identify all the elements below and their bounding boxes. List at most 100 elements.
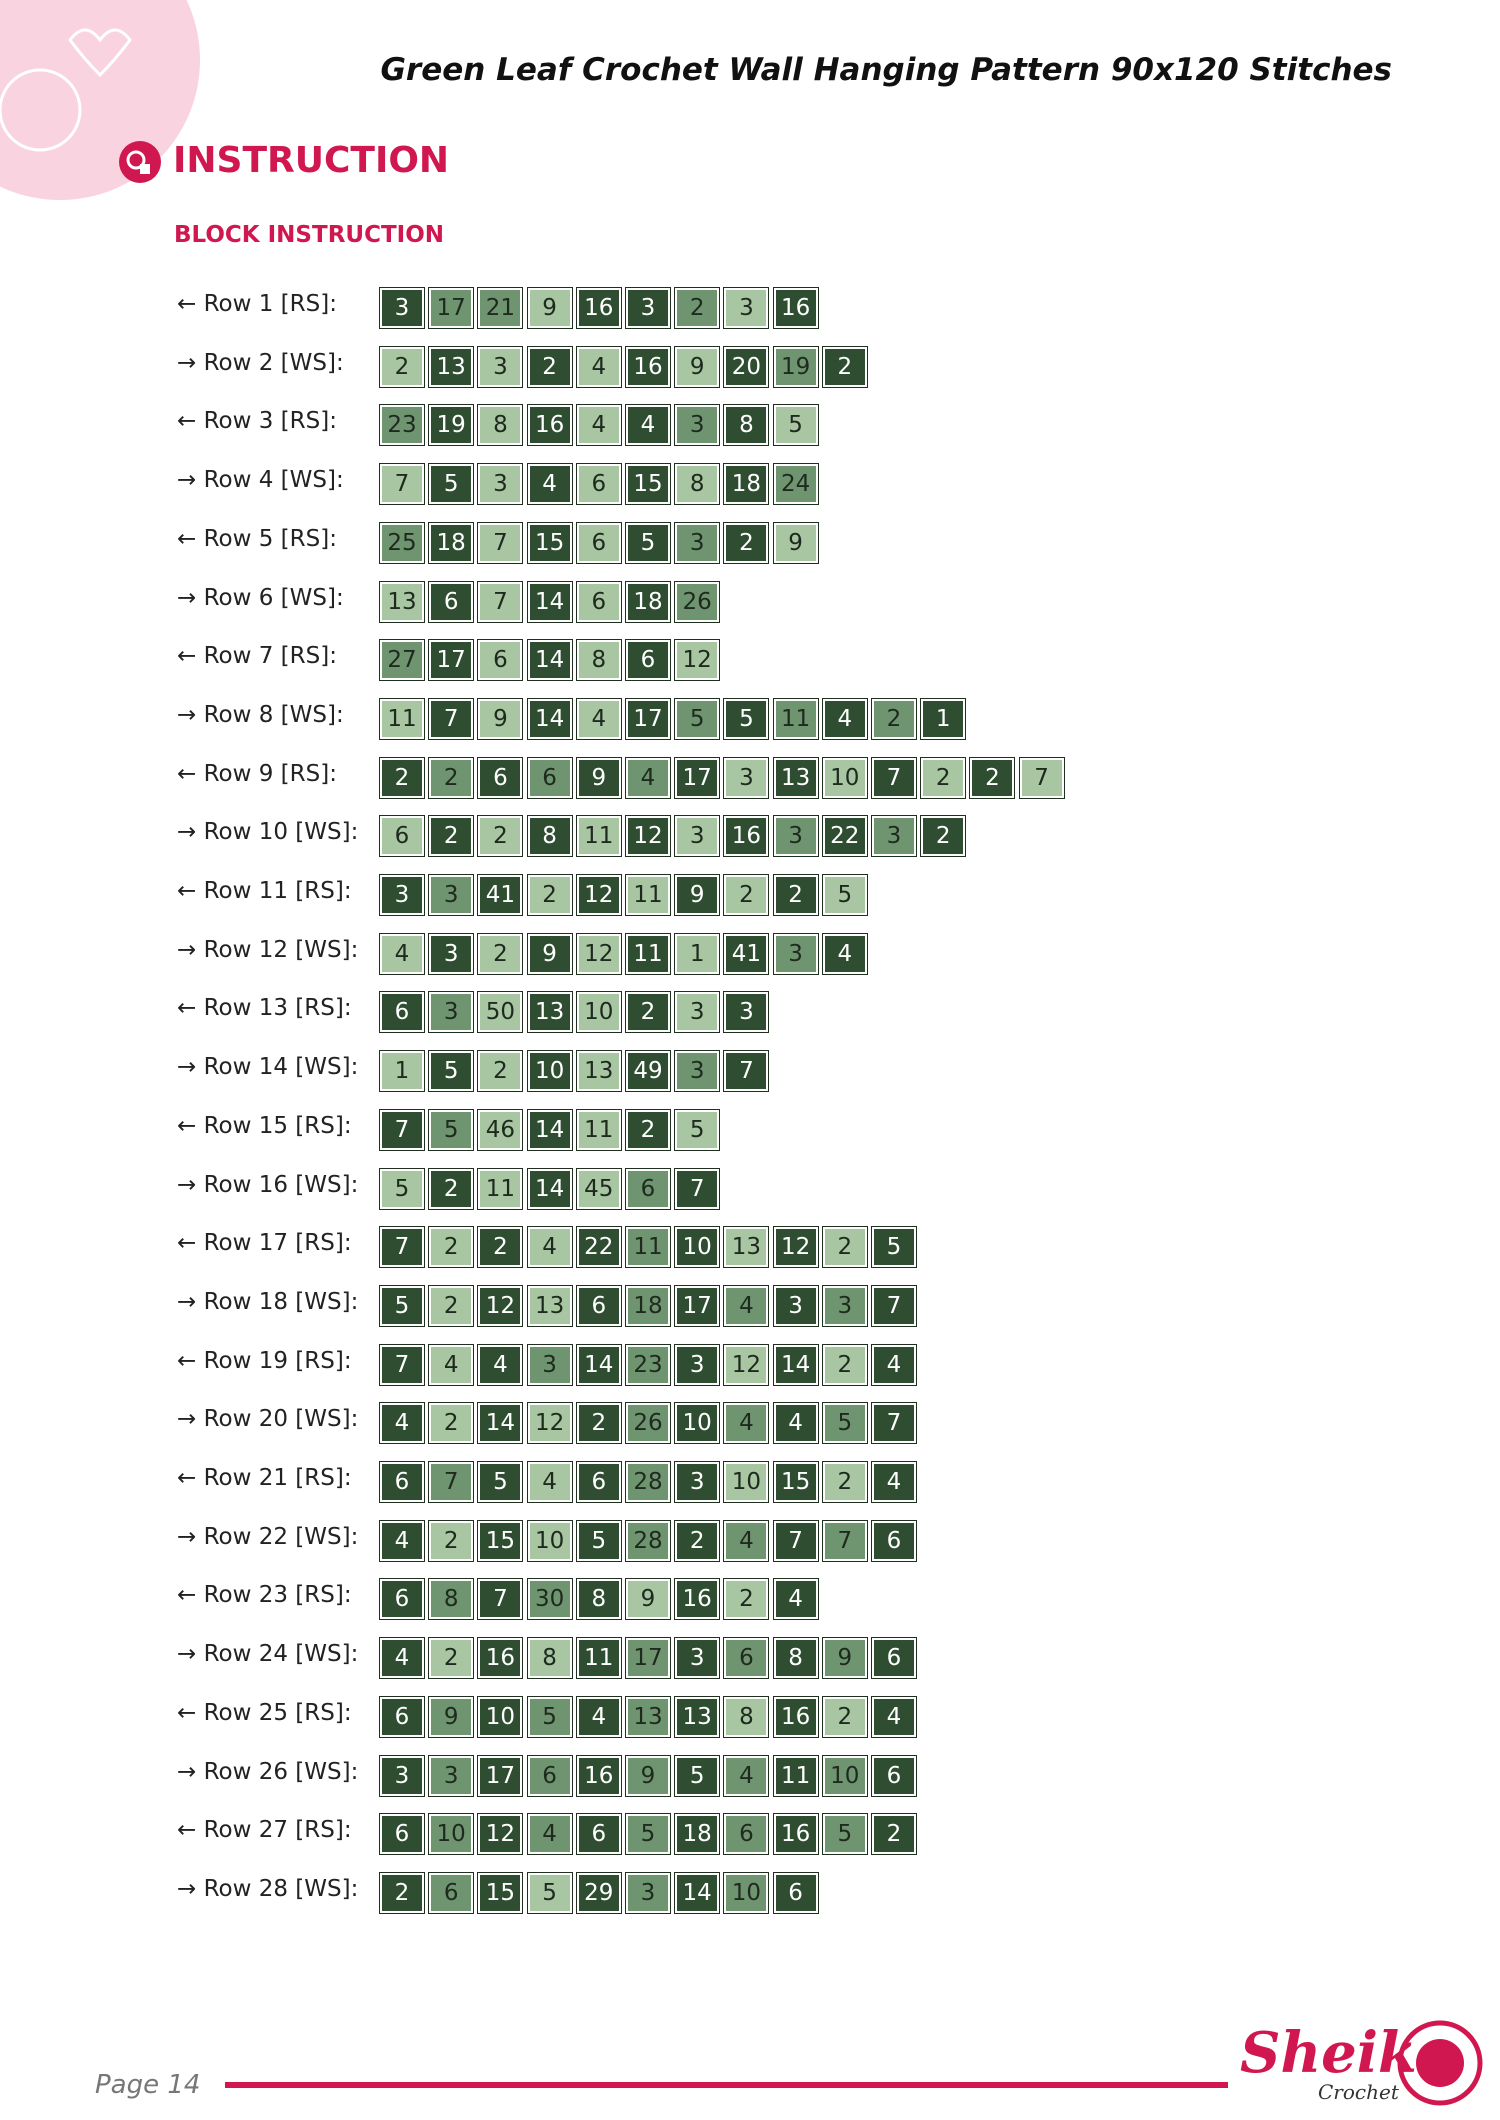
stitch-cell: 6 (379, 1578, 425, 1621)
stitch-cell: 4 (575, 404, 622, 447)
stitch-cell: 28 (625, 1461, 671, 1503)
stitch-cell: 16 (625, 345, 671, 388)
stitch-cell: 2 (428, 1226, 475, 1269)
stitch-cell: 2 (723, 874, 770, 916)
stitch-cell: 2 (821, 1695, 868, 1738)
stitch-cell: 7 (871, 1402, 917, 1445)
stitch-cell: 6 (428, 1871, 475, 1914)
stitch-cell: 6 (526, 1754, 573, 1797)
stitch-cell: 11 (379, 697, 425, 740)
footer-rule (225, 2082, 1228, 2088)
row-label: ← Row 3 [RS]: (177, 408, 337, 435)
stitch-cell: 3 (428, 991, 475, 1034)
stitch-cell: 6 (575, 1284, 622, 1327)
stitch-cell: 15 (526, 521, 573, 564)
stitch-cell: 12 (674, 639, 721, 682)
stitch-cell: 14 (575, 1343, 622, 1386)
stitch-cell: 5 (428, 463, 475, 506)
stitch-cell: 4 (625, 756, 671, 799)
stitch-cell: 9 (575, 756, 622, 799)
stitch-cell: 11 (575, 1637, 622, 1680)
stitch-cell: 10 (821, 756, 868, 799)
stitch-cell: 12 (477, 1813, 524, 1856)
stitch-cell: 3 (379, 1754, 425, 1797)
stitch-cell: 4 (379, 1519, 425, 1562)
stitch-cell: 1 (674, 932, 721, 975)
stitch-cell: 11 (477, 1167, 524, 1210)
stitch-cell: 12 (625, 815, 671, 858)
stitch-cell: 6 (526, 756, 573, 799)
stitch-cell: 5 (379, 1284, 425, 1327)
stitch-cell: 6 (723, 1637, 770, 1680)
stitch-cell: 13 (625, 1695, 671, 1738)
stitch-cell: 4 (821, 697, 868, 740)
row-label: → Row 18 [WS]: (177, 1288, 359, 1315)
stitch-cell: 7 (477, 580, 524, 623)
stitch-cell: 12 (723, 1343, 770, 1386)
stitch-cell: 6 (625, 1167, 671, 1210)
stitch-cell: 5 (379, 1167, 425, 1210)
stitch-cell: 14 (526, 1167, 573, 1210)
stitch-cell: 30 (526, 1578, 573, 1621)
page-number: Page 14 (95, 2070, 201, 2100)
stitch-cell: 13 (674, 1695, 721, 1738)
stitch-cell: 2 (428, 1519, 475, 1562)
stitch-cell: 2 (575, 1402, 622, 1445)
stitch-cell: 2 (477, 815, 524, 858)
stitch-cell: 3 (477, 463, 524, 506)
section-subtitle: BLOCK INSTRUCTION (174, 222, 445, 248)
section-title: INSTRUCTION (173, 140, 450, 181)
stitch-cell: 16 (723, 815, 770, 858)
stitch-cell: 5 (723, 697, 770, 740)
stitch-cell: 7 (428, 1461, 475, 1503)
stitch-cell: 14 (772, 1343, 819, 1386)
stitch-cell: 16 (674, 1578, 721, 1621)
stitch-cell: 3 (723, 287, 770, 329)
stitch-cell: 6 (871, 1754, 917, 1797)
row-label: ← Row 15 [RS]: (177, 1112, 352, 1139)
row-label: → Row 6 [WS]: (177, 584, 344, 611)
logo-mark (1397, 2020, 1483, 2106)
stitch-cell: 2 (379, 1871, 425, 1914)
stitch-cell: 17 (428, 287, 475, 329)
stitch-cell: 10 (575, 991, 622, 1034)
stitch-cell: 15 (477, 1871, 524, 1914)
stitch-cell: 26 (625, 1402, 671, 1445)
stitch-cell: 2 (428, 815, 475, 858)
stitch-cell: 4 (526, 1813, 573, 1856)
stitch-cell: 41 (723, 932, 770, 975)
stitch-cell: 6 (477, 639, 524, 682)
stitch-cell: 7 (772, 1519, 819, 1562)
stitch-cell: 11 (772, 1754, 819, 1797)
row-label: → Row 4 [WS]: (177, 467, 344, 494)
stitch-cell: 3 (674, 991, 721, 1034)
stitch-cell: 7 (674, 1167, 721, 1210)
stitch-cell: 2 (821, 345, 868, 388)
stitch-cell: 9 (526, 932, 573, 975)
stitch-cell: 10 (821, 1754, 868, 1797)
stitch-cell: 4 (772, 1402, 819, 1445)
stitch-cell: 2 (625, 991, 671, 1034)
stitch-cell: 14 (526, 639, 573, 682)
stitch-cell: 41 (477, 874, 524, 916)
stitch-cell: 9 (772, 521, 819, 564)
stitch-cell: 2 (871, 697, 917, 740)
stitch-cell: 2 (969, 756, 1016, 799)
stitch-cell: 25 (379, 521, 425, 564)
stitch-cell: 3 (428, 1754, 475, 1797)
stitch-cell: 4 (526, 463, 573, 506)
stitch-cell: 14 (526, 697, 573, 740)
stitch-cell: 13 (526, 1284, 573, 1327)
stitch-cell: 2 (428, 1402, 475, 1445)
stitch-cell: 23 (379, 404, 425, 447)
stitch-cell: 7 (871, 1284, 917, 1327)
stitch-cell: 15 (477, 1519, 524, 1562)
stitch-cell: 3 (772, 1284, 819, 1327)
stitch-cell: 2 (723, 521, 770, 564)
stitch-cell: 9 (821, 1637, 868, 1680)
stitch-cell: 12 (477, 1284, 524, 1327)
row-label: → Row 22 [WS]: (177, 1523, 359, 1550)
stitch-cell: 9 (674, 874, 721, 916)
stitch-cell: 1 (379, 1050, 425, 1093)
stitch-cell: 7 (1018, 756, 1065, 799)
